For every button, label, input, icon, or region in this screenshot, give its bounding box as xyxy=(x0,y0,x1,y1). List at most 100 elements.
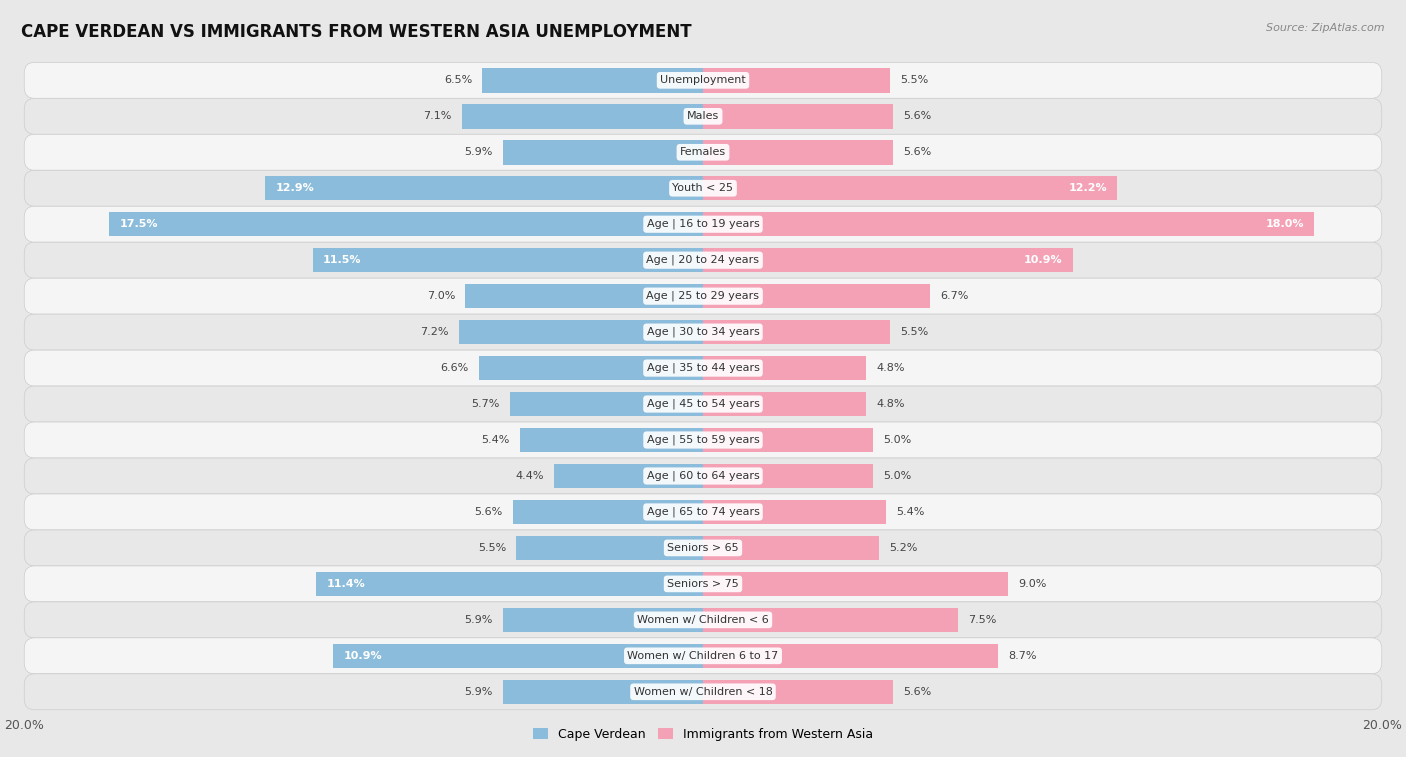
Text: 5.2%: 5.2% xyxy=(890,543,918,553)
Text: 5.4%: 5.4% xyxy=(897,507,925,517)
Text: Age | 16 to 19 years: Age | 16 to 19 years xyxy=(647,219,759,229)
Text: 5.6%: 5.6% xyxy=(903,687,932,696)
FancyBboxPatch shape xyxy=(24,386,1382,422)
Text: 5.5%: 5.5% xyxy=(900,327,928,337)
Bar xyxy=(110,212,703,236)
Bar xyxy=(554,464,703,488)
FancyBboxPatch shape xyxy=(24,62,1382,98)
Legend: Cape Verdean, Immigrants from Western Asia: Cape Verdean, Immigrants from Western As… xyxy=(533,728,873,741)
FancyBboxPatch shape xyxy=(24,350,1382,386)
Bar xyxy=(703,320,890,344)
Text: 7.5%: 7.5% xyxy=(967,615,995,625)
Text: Age | 20 to 24 years: Age | 20 to 24 years xyxy=(647,255,759,266)
Text: 6.6%: 6.6% xyxy=(440,363,468,373)
Text: 18.0%: 18.0% xyxy=(1265,220,1303,229)
Bar xyxy=(703,176,1116,201)
Text: 9.0%: 9.0% xyxy=(1018,579,1047,589)
Text: 5.9%: 5.9% xyxy=(464,615,492,625)
Text: Women w/ Children 6 to 17: Women w/ Children 6 to 17 xyxy=(627,651,779,661)
Bar xyxy=(316,572,703,596)
Bar xyxy=(703,392,866,416)
Text: 4.8%: 4.8% xyxy=(876,399,904,409)
Text: 5.6%: 5.6% xyxy=(903,148,932,157)
FancyBboxPatch shape xyxy=(24,530,1382,566)
Bar xyxy=(503,140,703,164)
Bar xyxy=(520,428,703,452)
Bar xyxy=(703,104,893,129)
Text: 5.6%: 5.6% xyxy=(903,111,932,121)
Bar xyxy=(703,536,880,560)
Bar xyxy=(509,392,703,416)
Bar xyxy=(312,248,703,273)
Bar xyxy=(703,212,1313,236)
FancyBboxPatch shape xyxy=(24,674,1382,710)
Text: 5.5%: 5.5% xyxy=(900,76,928,86)
Text: 5.9%: 5.9% xyxy=(464,148,492,157)
Bar xyxy=(516,536,703,560)
Text: 17.5%: 17.5% xyxy=(120,220,157,229)
Text: 7.0%: 7.0% xyxy=(427,291,456,301)
Bar xyxy=(703,68,890,92)
FancyBboxPatch shape xyxy=(24,242,1382,278)
Text: 5.5%: 5.5% xyxy=(478,543,506,553)
FancyBboxPatch shape xyxy=(24,278,1382,314)
Text: Seniors > 75: Seniors > 75 xyxy=(666,579,740,589)
Bar xyxy=(513,500,703,524)
Text: 7.2%: 7.2% xyxy=(420,327,449,337)
FancyBboxPatch shape xyxy=(24,314,1382,350)
Text: Source: ZipAtlas.com: Source: ZipAtlas.com xyxy=(1267,23,1385,33)
Text: CAPE VERDEAN VS IMMIGRANTS FROM WESTERN ASIA UNEMPLOYMENT: CAPE VERDEAN VS IMMIGRANTS FROM WESTERN … xyxy=(21,23,692,41)
Bar xyxy=(703,356,866,380)
Text: 11.4%: 11.4% xyxy=(326,579,366,589)
FancyBboxPatch shape xyxy=(24,458,1382,494)
Bar xyxy=(703,140,893,164)
Bar xyxy=(463,104,703,129)
Text: 12.2%: 12.2% xyxy=(1069,183,1107,193)
Text: Age | 35 to 44 years: Age | 35 to 44 years xyxy=(647,363,759,373)
Text: Age | 65 to 74 years: Age | 65 to 74 years xyxy=(647,506,759,517)
Bar xyxy=(479,356,703,380)
Text: Age | 55 to 59 years: Age | 55 to 59 years xyxy=(647,435,759,445)
Text: 7.1%: 7.1% xyxy=(423,111,451,121)
Bar xyxy=(703,643,998,668)
Text: Females: Females xyxy=(681,148,725,157)
Text: 4.8%: 4.8% xyxy=(876,363,904,373)
FancyBboxPatch shape xyxy=(24,494,1382,530)
Text: 5.7%: 5.7% xyxy=(471,399,499,409)
Bar xyxy=(703,464,873,488)
Text: 8.7%: 8.7% xyxy=(1008,651,1038,661)
Text: 10.9%: 10.9% xyxy=(343,651,382,661)
Text: Age | 60 to 64 years: Age | 60 to 64 years xyxy=(647,471,759,481)
Bar xyxy=(703,572,1008,596)
Text: 10.9%: 10.9% xyxy=(1024,255,1063,265)
Text: Youth < 25: Youth < 25 xyxy=(672,183,734,193)
Text: 6.5%: 6.5% xyxy=(444,76,472,86)
FancyBboxPatch shape xyxy=(24,134,1382,170)
Text: Age | 25 to 29 years: Age | 25 to 29 years xyxy=(647,291,759,301)
Bar xyxy=(458,320,703,344)
Bar xyxy=(703,284,931,308)
FancyBboxPatch shape xyxy=(24,422,1382,458)
FancyBboxPatch shape xyxy=(24,98,1382,134)
FancyBboxPatch shape xyxy=(24,602,1382,638)
Text: 4.4%: 4.4% xyxy=(515,471,544,481)
Text: 11.5%: 11.5% xyxy=(323,255,361,265)
Bar xyxy=(703,428,873,452)
Text: Males: Males xyxy=(688,111,718,121)
Text: Age | 45 to 54 years: Age | 45 to 54 years xyxy=(647,399,759,410)
Bar xyxy=(703,608,957,632)
Bar xyxy=(703,248,1073,273)
Text: 5.4%: 5.4% xyxy=(481,435,509,445)
FancyBboxPatch shape xyxy=(24,170,1382,206)
Text: 5.6%: 5.6% xyxy=(474,507,503,517)
Bar xyxy=(465,284,703,308)
Text: Unemployment: Unemployment xyxy=(661,76,745,86)
Bar xyxy=(503,608,703,632)
FancyBboxPatch shape xyxy=(24,566,1382,602)
Bar xyxy=(503,680,703,704)
Text: Age | 30 to 34 years: Age | 30 to 34 years xyxy=(647,327,759,338)
Text: 6.7%: 6.7% xyxy=(941,291,969,301)
FancyBboxPatch shape xyxy=(24,638,1382,674)
Bar xyxy=(266,176,703,201)
Text: 5.0%: 5.0% xyxy=(883,435,911,445)
